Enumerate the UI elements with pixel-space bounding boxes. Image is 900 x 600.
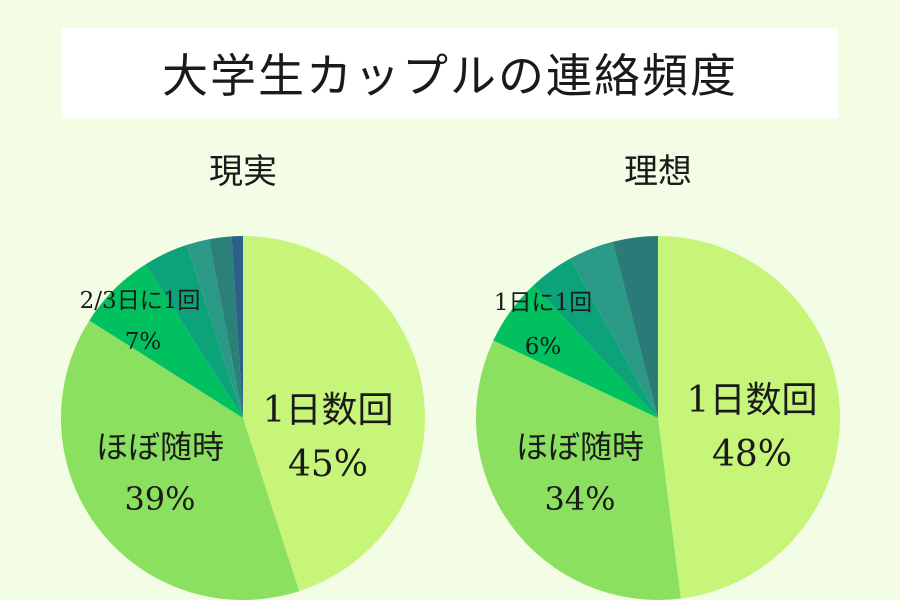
pie-left-slice-2-label: ほぼ随時 (96, 428, 224, 466)
pie-right-slice-4 (533, 258, 658, 418)
pie-left-slice-1-value: 45% (288, 444, 368, 485)
pie-left-slice-3-value: 7% (125, 329, 162, 355)
pie-left-slice-6 (208, 236, 243, 418)
pie-right-slice-1-value: 48% (712, 434, 792, 475)
pie-right-slice-6 (612, 236, 658, 418)
pie-left-slice-3-label: 2/3日に1回 (80, 288, 201, 314)
pie-right-slice-1-label: 1日数回 (687, 380, 818, 421)
pie-left-slice-3 (89, 264, 243, 418)
pie-right-title: 理想 (624, 152, 692, 192)
pie-right-slice-1 (658, 235, 841, 599)
pie-right-slice-2-value: 34% (544, 480, 615, 518)
pie-left-title: 現実 (209, 152, 277, 192)
pie-left-slice-1 (243, 236, 425, 592)
pie-left-slice-1-label: 1日数回 (263, 390, 394, 431)
title-box: 大学生カップルの連絡頻度 (62, 28, 838, 118)
pie-right-slice-5 (570, 241, 658, 418)
pie-right-slice-3-value: 6% (525, 334, 562, 360)
pie-left-slice-2 (61, 320, 300, 600)
pie-right (476, 235, 841, 600)
pie-left-slice-2-value: 39% (124, 480, 195, 518)
pie-left-slice-7 (231, 236, 243, 418)
pie-right-slice-3-label: 1日に1回 (494, 290, 592, 316)
pie-right-slice-2-label: ほぼ随時 (516, 428, 644, 466)
pie-left-slice-5 (186, 239, 243, 418)
pie-left-slice-4 (145, 244, 243, 418)
pie-left (61, 236, 425, 600)
pie-right-slice-3 (493, 285, 658, 418)
chart-title: 大学生カップルの連絡頻度 (162, 49, 738, 103)
pie-right-slice-2 (476, 340, 681, 600)
